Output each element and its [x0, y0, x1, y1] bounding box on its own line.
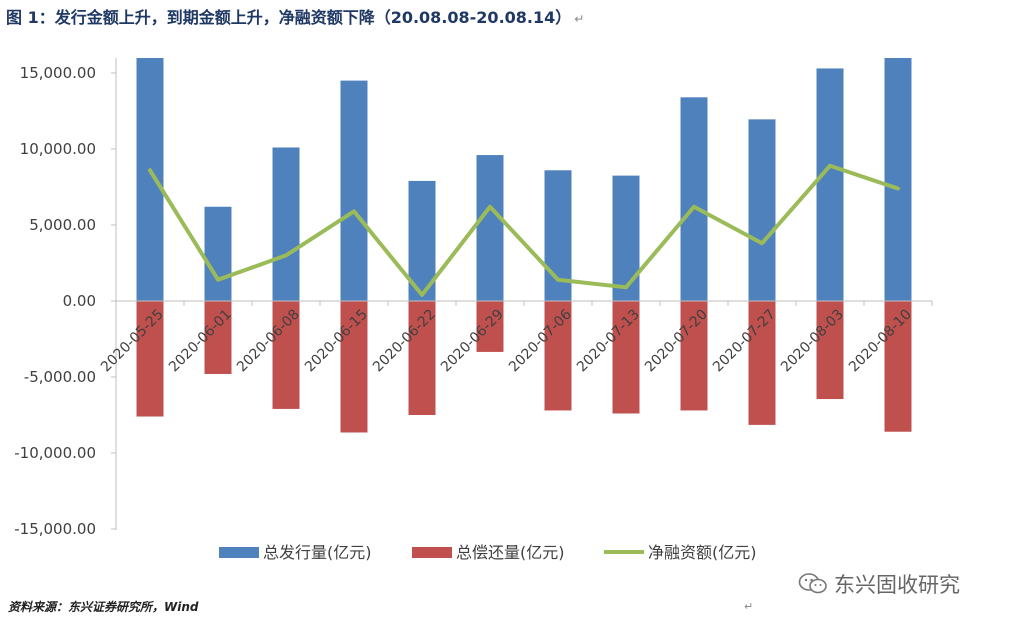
chart-title: 图 1：发行金额上升，到期金额上升，净融资额下降（20.08.08-20.08.…	[6, 4, 584, 28]
repay-bar	[544, 301, 572, 411]
legend-label: 总偿还量(亿元)	[456, 543, 565, 562]
y-tick-label: -15,000.00	[14, 520, 96, 538]
issue-bar	[340, 80, 368, 301]
wechat-icon	[798, 573, 827, 594]
repay-bar	[748, 301, 776, 425]
repay-bar	[408, 301, 436, 415]
repay-bar	[272, 301, 300, 409]
y-tick-label: -5,000.00	[24, 368, 96, 386]
y-tick-label: 15,000.00	[20, 64, 96, 82]
legend-swatch	[412, 547, 452, 558]
y-tick-label: 0.00	[63, 292, 96, 310]
repay-bar	[612, 301, 640, 414]
legend-swatch	[219, 547, 259, 558]
issue-bar	[272, 147, 300, 301]
repay-bar	[680, 301, 708, 411]
repay-bar	[136, 301, 164, 417]
legend-label: 总发行量(亿元)	[263, 543, 372, 562]
repay-bar	[204, 301, 232, 374]
repay-bar	[884, 301, 912, 432]
issue-bar	[476, 155, 504, 301]
y-tick-label: -10,000.00	[14, 444, 96, 462]
chart-title-text: 图 1：发行金额上升，到期金额上升，净融资额下降（20.08.08-20.08.…	[6, 8, 572, 27]
issue-bar	[884, 58, 912, 301]
issue-bar	[680, 97, 708, 301]
brand-name: 东兴固收研究	[834, 573, 960, 597]
repay-bar	[816, 301, 844, 400]
issue-bar	[816, 68, 844, 301]
y-tick-label: 10,000.00	[20, 140, 96, 158]
issue-bar	[136, 58, 164, 301]
return-mark-icon: ↵	[574, 12, 585, 26]
return-mark-icon: ↵	[744, 600, 754, 613]
issue-bar	[748, 119, 776, 301]
source-note: 资料来源：东兴证券研究所，Wind	[8, 600, 199, 614]
issue-bar	[204, 206, 232, 301]
legend-label: 净融资额(亿元)	[648, 543, 757, 562]
issue-bar	[612, 175, 640, 301]
repay-bar	[476, 301, 504, 352]
net-financing-line	[148, 163, 900, 297]
repay-bar	[340, 301, 368, 433]
brand-watermark: 东兴固收研究	[798, 570, 960, 598]
y-tick-label: 5,000.00	[29, 216, 96, 234]
